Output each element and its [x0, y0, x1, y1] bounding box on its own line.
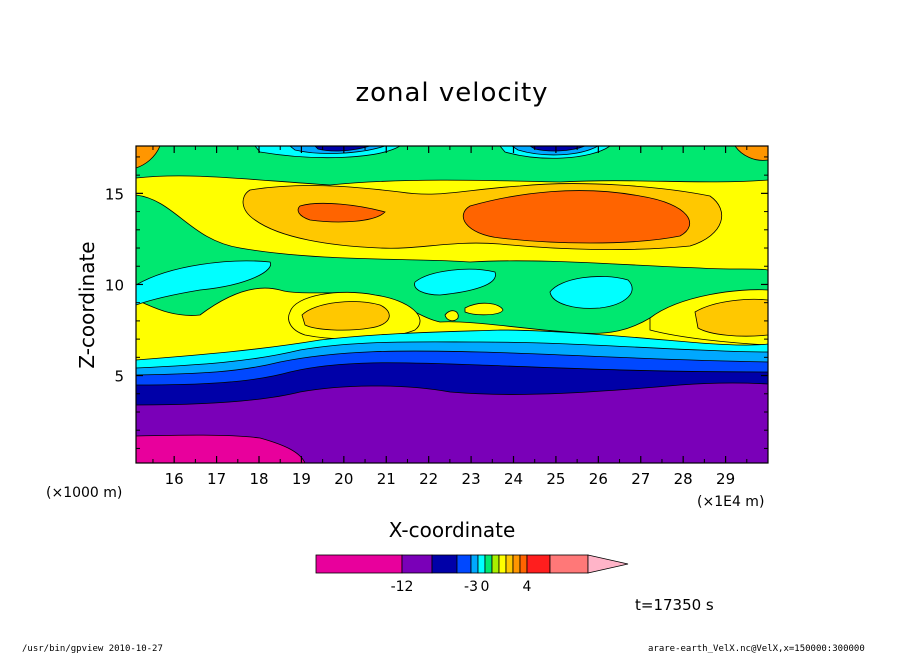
x-tick-label: 20 [334, 470, 353, 488]
footer-left: /usr/bin/gpview 2010-10-27 [22, 644, 163, 654]
y-tick-label: 10 [105, 276, 124, 294]
x-tick-label: 18 [249, 470, 268, 488]
colorbar-label: 0 [481, 579, 490, 595]
chart-title: zonal velocity [355, 78, 549, 108]
contour-fill-layers [136, 146, 768, 463]
x-tick-label: 21 [377, 470, 396, 488]
colorbar-label: 4 [523, 579, 532, 595]
x-tick-label: 17 [207, 470, 226, 488]
colorbar-segment [526, 554, 551, 574]
contour-dark-orange-2 [462, 190, 691, 244]
x-tick-label: 19 [292, 470, 311, 488]
colorbar-segment [549, 554, 589, 574]
plot-frame [135, 145, 769, 464]
x-tick-label: 27 [631, 470, 650, 488]
x-tick-label: 26 [589, 470, 608, 488]
colorbar-segment [505, 554, 514, 574]
colorbar-segment [491, 554, 500, 574]
colorbar: -12 -3 0 4 [315, 554, 629, 595]
x-tick-label: 23 [462, 470, 481, 488]
x-tick-label: 28 [674, 470, 693, 488]
time-label: t=17350 s [635, 596, 714, 614]
x-axis-label: X-coordinate [389, 518, 516, 542]
contour-orange-right [694, 298, 768, 337]
contour-orange-topright [734, 146, 768, 161]
contour-cyan-right [549, 276, 633, 309]
colorbar-segment [456, 554, 472, 574]
y-tick-label: 5 [114, 368, 124, 386]
colorbar-label: -12 [391, 579, 414, 595]
colorbar-segment [512, 554, 521, 574]
colorbar-segment [431, 554, 458, 574]
colorbar-arrow [587, 554, 629, 574]
contour-orange-mid [301, 301, 390, 331]
contour-blue-top [289, 146, 599, 156]
x-unit-left: (×1000 m) [46, 485, 122, 501]
colorbar-segment [315, 554, 403, 574]
contour-cyan-mid [414, 268, 496, 296]
axes: 16 17 18 19 20 21 22 23 24 25 26 27 28 29 5 10 15 [105, 146, 768, 488]
contour-cyan-left [136, 260, 271, 306]
y-axis-label: Z-coordinate [75, 241, 99, 368]
colorbar-label: -3 [464, 579, 478, 595]
colorbar-segment [401, 554, 433, 574]
colorbar-segment [477, 554, 486, 574]
footer-right: arare-earth_VelX.nc@VelX,x=150000:300000 [648, 644, 865, 654]
x-tick-label: 22 [419, 470, 438, 488]
x-tick-label: 29 [716, 470, 735, 488]
x-tick-label: 16 [165, 470, 184, 488]
contour-dark-orange-1 [297, 202, 386, 223]
x-tick-label: 24 [504, 470, 523, 488]
colorbar-segment [498, 554, 507, 574]
contour-yellow-small [444, 302, 504, 322]
colorbar-segment [519, 554, 528, 574]
colorbar-segment [470, 554, 479, 574]
colorbar-segment [484, 554, 493, 574]
contour-purple-low [136, 382, 768, 463]
x-unit-right: (×1E4 m) [697, 494, 764, 510]
y-tick-label: 15 [105, 185, 124, 203]
x-tick-label: 25 [546, 470, 565, 488]
